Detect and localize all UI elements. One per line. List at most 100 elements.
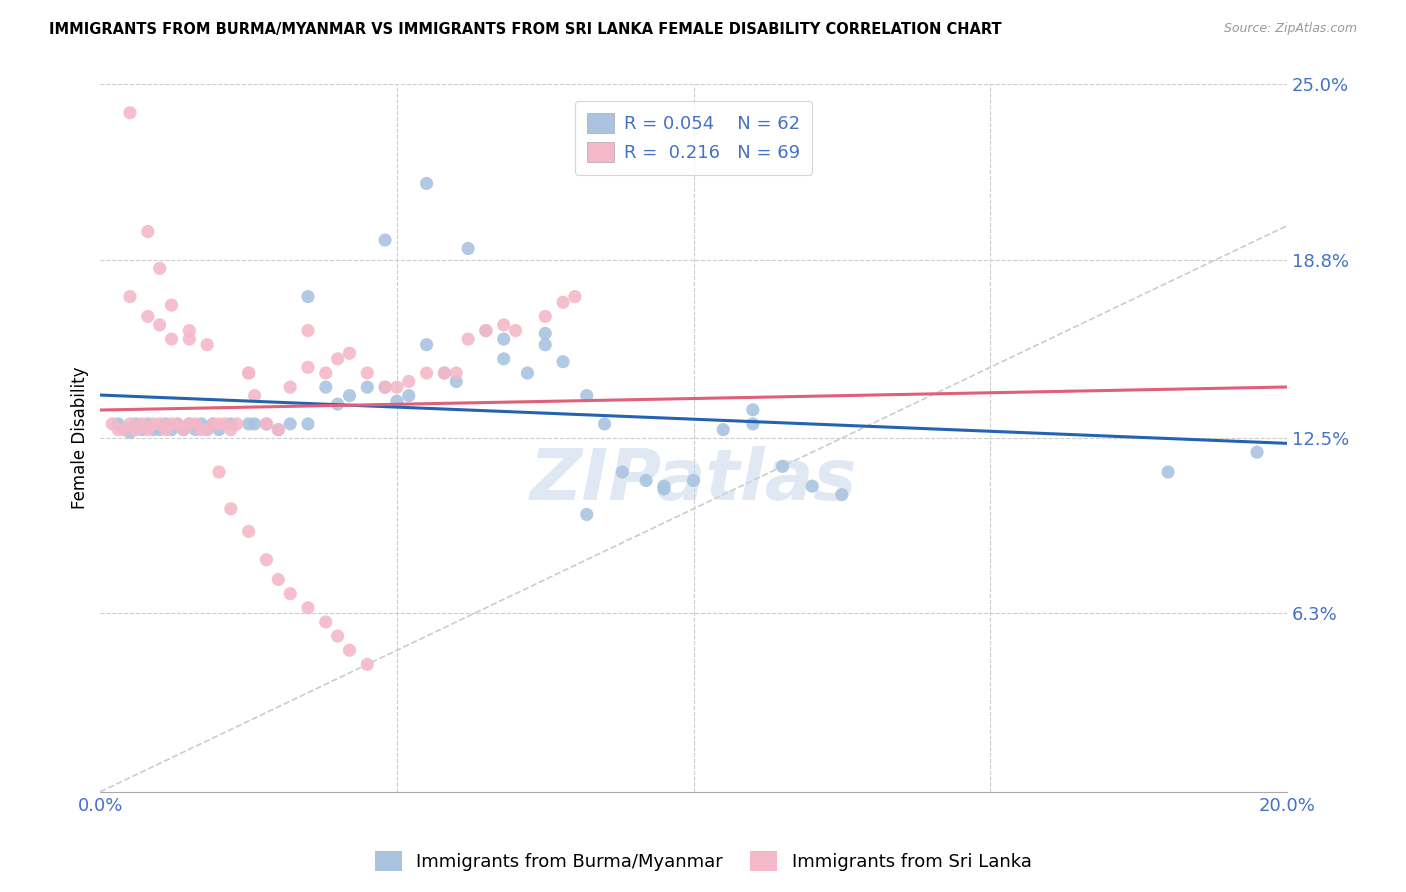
Point	[118, 425, 141, 440]
Point	[149, 261, 172, 276]
Point	[256, 417, 278, 431]
Point	[184, 417, 207, 431]
Point	[534, 337, 557, 351]
Point	[475, 324, 498, 338]
Point	[636, 474, 658, 488]
Point	[374, 380, 396, 394]
Point	[278, 380, 301, 394]
Point	[118, 290, 141, 304]
Point	[267, 423, 290, 437]
Point	[208, 465, 231, 479]
Point	[149, 318, 172, 332]
Point	[267, 423, 290, 437]
Point	[172, 423, 194, 437]
Point	[772, 459, 794, 474]
Point	[238, 417, 260, 431]
Point	[446, 375, 468, 389]
Point	[801, 479, 824, 493]
Point	[297, 324, 319, 338]
Point	[149, 423, 172, 437]
Point	[214, 417, 236, 431]
Y-axis label: Female Disability: Female Disability	[72, 367, 89, 509]
Point	[179, 417, 201, 431]
Point	[155, 423, 177, 437]
Text: IMMIGRANTS FROM BURMA/MYANMAR VS IMMIGRANTS FROM SRI LANKA FEMALE DISABILITY COR: IMMIGRANTS FROM BURMA/MYANMAR VS IMMIGRA…	[49, 22, 1002, 37]
Point	[398, 389, 420, 403]
Point	[315, 366, 337, 380]
Point	[107, 423, 129, 437]
Point	[160, 417, 183, 431]
Point	[339, 346, 361, 360]
Point	[652, 479, 675, 493]
Text: Source: ZipAtlas.com: Source: ZipAtlas.com	[1223, 22, 1357, 36]
Point	[516, 366, 538, 380]
Point	[131, 417, 153, 431]
Text: ZIPatlas: ZIPatlas	[530, 446, 858, 515]
Point	[575, 508, 598, 522]
Point	[831, 488, 853, 502]
Point	[374, 380, 396, 394]
Point	[575, 389, 598, 403]
Point	[278, 587, 301, 601]
Point	[155, 417, 177, 431]
Point	[356, 380, 378, 394]
Point	[415, 366, 437, 380]
Point	[125, 417, 148, 431]
Point	[184, 423, 207, 437]
Point	[225, 417, 247, 431]
Point	[101, 417, 124, 431]
Point	[166, 417, 188, 431]
Point	[612, 465, 634, 479]
Point	[457, 242, 479, 256]
Point	[593, 417, 616, 431]
Point	[243, 389, 266, 403]
Point	[505, 324, 527, 338]
Point	[202, 417, 225, 431]
Point	[297, 290, 319, 304]
Point	[415, 177, 437, 191]
Point	[433, 366, 456, 380]
Point	[356, 366, 378, 380]
Point	[118, 417, 141, 431]
Point	[492, 351, 515, 366]
Point	[160, 423, 183, 437]
Point	[682, 474, 704, 488]
Point	[385, 380, 408, 394]
Point	[534, 326, 557, 341]
Point	[741, 402, 763, 417]
Point	[195, 337, 218, 351]
Point	[315, 380, 337, 394]
Point	[297, 360, 319, 375]
Point	[741, 417, 763, 431]
Point	[652, 482, 675, 496]
Point	[238, 524, 260, 539]
Point	[238, 366, 260, 380]
Point	[1157, 465, 1180, 479]
Point	[179, 332, 201, 346]
Point	[195, 423, 218, 437]
Point	[385, 394, 408, 409]
Point	[415, 337, 437, 351]
Point	[492, 318, 515, 332]
Point	[475, 324, 498, 338]
Point	[446, 366, 468, 380]
Point	[195, 423, 218, 437]
Point	[166, 417, 188, 431]
Point	[131, 423, 153, 437]
Point	[492, 332, 515, 346]
Point	[190, 417, 212, 431]
Legend: R = 0.054    N = 62, R =  0.216   N = 69: R = 0.054 N = 62, R = 0.216 N = 69	[575, 101, 813, 175]
Point	[142, 417, 165, 431]
Point	[179, 324, 201, 338]
Point	[112, 423, 135, 437]
Point	[219, 417, 242, 431]
Point	[297, 417, 319, 431]
Point	[256, 552, 278, 566]
Point	[551, 295, 574, 310]
Point	[326, 629, 349, 643]
Point	[339, 643, 361, 657]
Point	[326, 397, 349, 411]
Point	[219, 423, 242, 437]
Point	[278, 417, 301, 431]
Point	[326, 351, 349, 366]
